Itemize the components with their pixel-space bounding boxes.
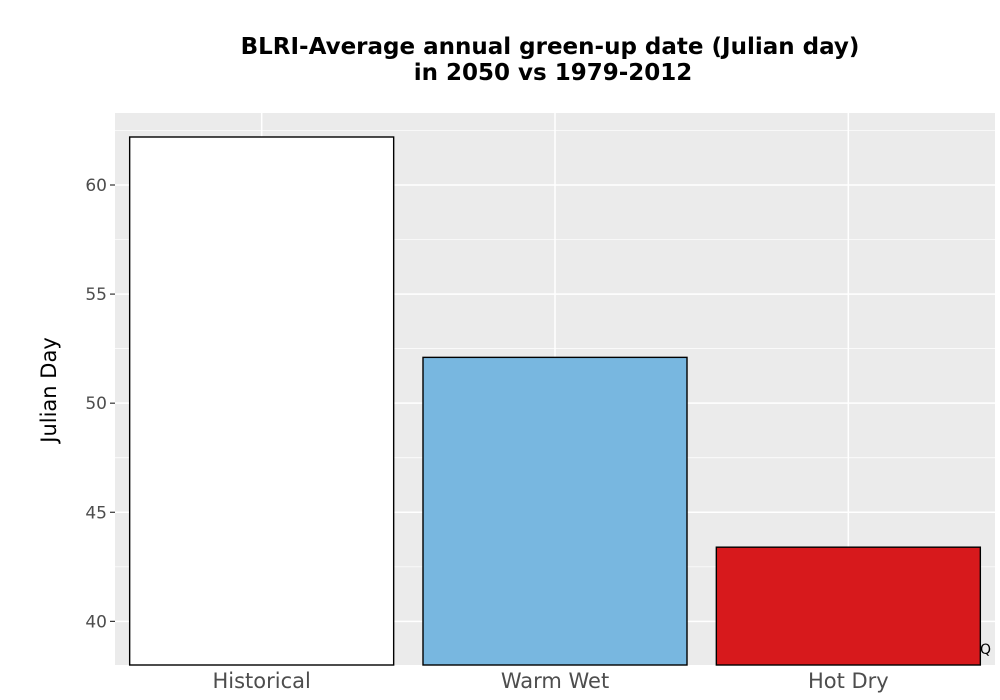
- bar-warm-wet: [422, 356, 688, 666]
- corner-mark: Q: [980, 642, 991, 658]
- chart-title-line-1: BLRI-Average annual green-up date (Julia…: [241, 34, 860, 60]
- bars: [128, 136, 982, 666]
- x-category-label: Warm Wet: [501, 669, 609, 693]
- y-tick-label: 45: [85, 503, 107, 523]
- y-tick-label: 40: [85, 612, 107, 632]
- y-tick-label: 60: [85, 176, 107, 196]
- bar-hot-dry: [715, 546, 982, 666]
- y-axis-ticks: 40 45 50 55 60: [85, 176, 115, 632]
- x-axis-ticks: Historical Warm Wet Hot Dry: [212, 669, 888, 693]
- y-axis-title: Julian Day: [37, 337, 61, 445]
- bar-historical: [128, 136, 395, 666]
- y-tick-label: 50: [85, 394, 107, 414]
- y-tick-label: 55: [85, 285, 107, 305]
- x-category-label: Hot Dry: [808, 669, 889, 693]
- x-category-label: Historical: [212, 669, 310, 693]
- chart-title-line-2: in 2050 vs 1979-2012: [414, 60, 693, 86]
